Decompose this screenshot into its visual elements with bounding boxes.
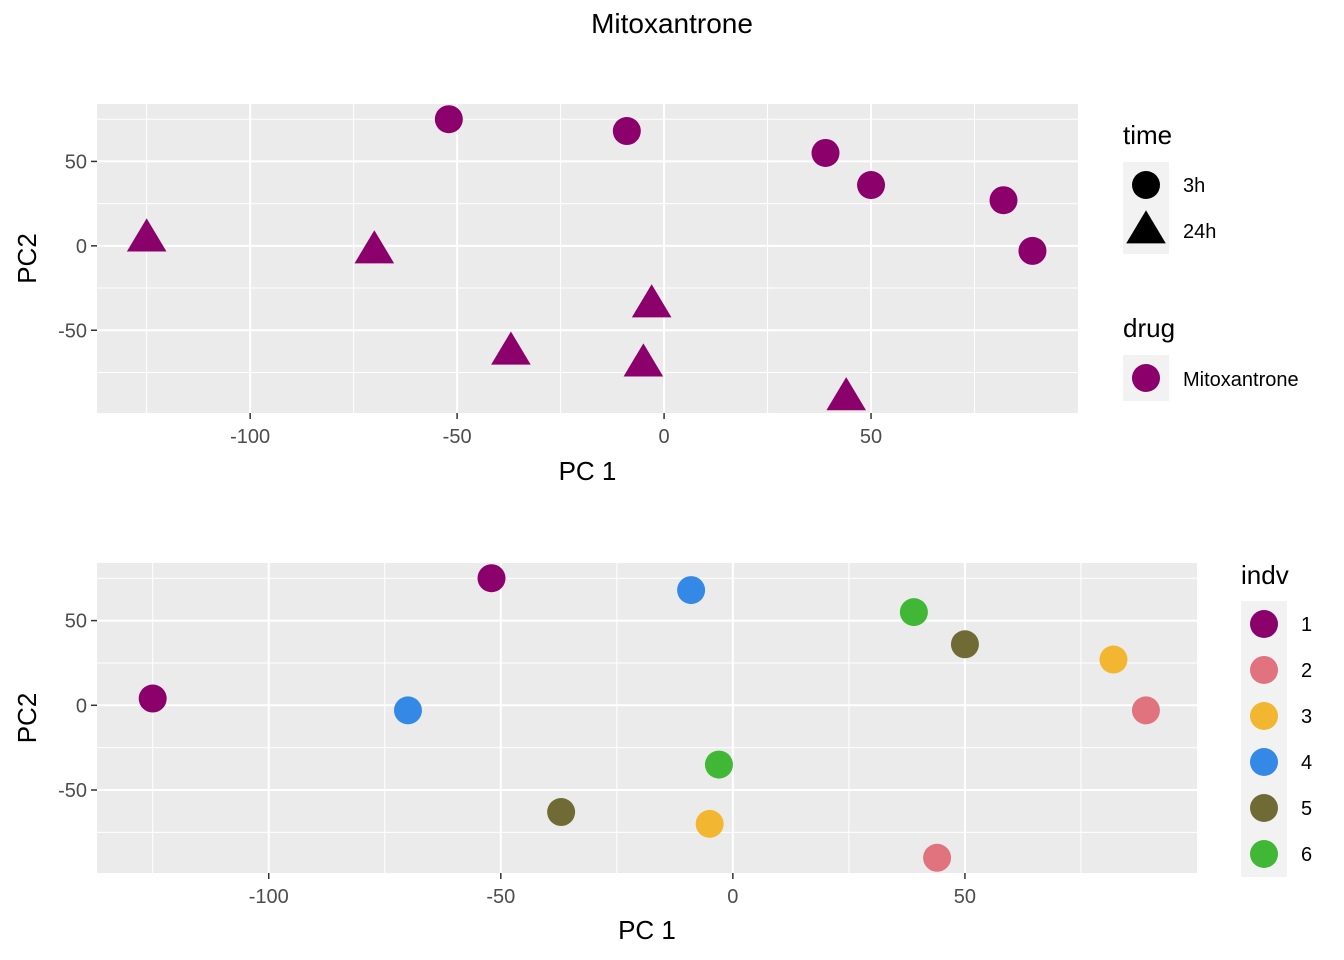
x-tick-label: -100 (230, 426, 270, 448)
data-point-circle (547, 798, 576, 827)
data-point-circle (393, 696, 422, 725)
legend-key-circle (1250, 656, 1278, 684)
data-point-circle (950, 630, 979, 659)
top-panel: -100 -50 0 50 50 0 -50 PC 1 PC2 (12, 104, 1078, 486)
x-tick-label: 50 (860, 426, 882, 448)
bottom-panel: -100 -50 0 50 50 0 -50 PC 1 PC2 (12, 563, 1197, 945)
data-point-circle (1018, 236, 1047, 265)
top-legend: time 3h 24h drug Mitoxantrone (1123, 120, 1299, 401)
figure-title: Mitoxantrone (591, 8, 753, 39)
legend-title-indv: indv (1241, 560, 1289, 590)
data-point-circle (704, 750, 733, 779)
y-tick-label: -50 (58, 780, 87, 802)
data-point-circle (138, 684, 167, 713)
legend-title-drug: drug (1123, 313, 1175, 343)
legend-key-circle (1250, 610, 1278, 638)
data-point-circle (1131, 696, 1160, 725)
legend-label-drug: Mitoxantrone (1183, 369, 1299, 391)
y-tick-label: 0 (76, 695, 87, 717)
data-point-circle (811, 138, 840, 167)
data-point-circle (1099, 645, 1128, 674)
legend-label-indv: 4 (1301, 752, 1312, 774)
data-point-circle (899, 598, 928, 627)
legend-title-time: time (1123, 120, 1172, 150)
legend-key-circle (1132, 364, 1160, 392)
x-axis-title: PC 1 (559, 456, 617, 486)
data-point-triangle (826, 377, 867, 411)
y-tick-label: -50 (58, 320, 87, 342)
data-point-circle (612, 117, 641, 146)
x-tick-label: -100 (249, 886, 289, 908)
legend-key-circle (1250, 702, 1278, 730)
y-tick-label: 50 (65, 611, 87, 633)
data-point-circle (695, 809, 724, 838)
x-axis-title: PC 1 (618, 915, 676, 945)
legend-key-circle (1132, 171, 1160, 199)
data-point-circle (989, 186, 1018, 215)
x-tick-label: 0 (727, 886, 738, 908)
data-point-triangle (631, 284, 672, 318)
x-tick-label: -50 (443, 426, 472, 448)
data-point-triangle (354, 230, 395, 264)
legend-key-circle (1250, 794, 1278, 822)
legend-label-indv: 1 (1301, 614, 1312, 636)
data-point-circle (677, 576, 706, 605)
data-point-triangle (491, 331, 531, 365)
legend-label-indv: 6 (1301, 844, 1312, 866)
legend-label-indv: 2 (1301, 660, 1312, 682)
x-tick-label: 0 (659, 426, 670, 448)
data-point-triangle (126, 218, 167, 252)
panel-background (97, 104, 1078, 413)
legend-key-circle (1250, 840, 1278, 868)
panel-background (97, 563, 1197, 873)
data-point-circle (477, 564, 506, 593)
data-point-circle (857, 171, 886, 200)
legend-key-triangle (1126, 210, 1166, 244)
y-tick-label: 50 (65, 151, 87, 173)
legend-key-background (1241, 601, 1287, 877)
data-point-circle (923, 843, 952, 872)
x-tick-label: -50 (486, 886, 515, 908)
legend-label-indv: 3 (1301, 706, 1312, 728)
bottom-legend: indv 1 2 3 4 5 6 (1241, 560, 1312, 877)
legend-key-circle (1250, 748, 1278, 776)
legend-label-time: 24h (1183, 221, 1216, 243)
legend-label-indv: 5 (1301, 798, 1312, 820)
y-axis-title: PC2 (12, 233, 42, 284)
data-point-circle (434, 105, 463, 134)
legend-label-time: 3h (1183, 175, 1205, 197)
x-tick-label: 50 (954, 886, 976, 908)
y-tick-label: 0 (76, 236, 87, 258)
data-point-triangle (623, 343, 664, 377)
y-axis-title: PC2 (12, 693, 42, 744)
